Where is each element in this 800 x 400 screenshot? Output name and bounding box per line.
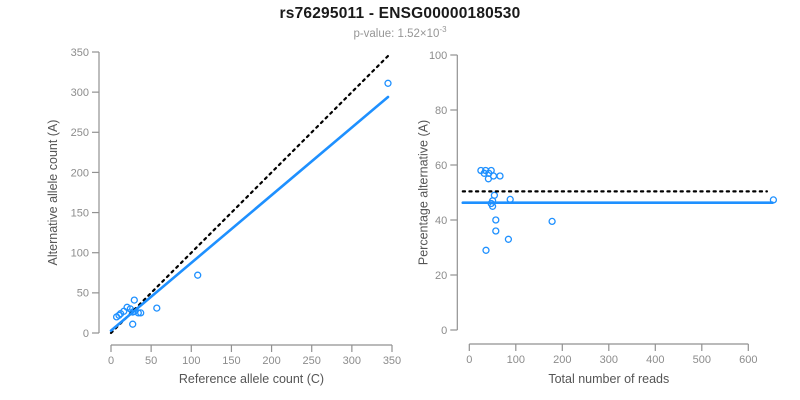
data-point	[129, 320, 137, 328]
data-point	[194, 271, 202, 279]
fit-line	[109, 95, 390, 332]
y-tick-label: 80	[435, 105, 447, 117]
y-tick-label: 250	[71, 127, 89, 139]
y-tick-label: 60	[435, 160, 447, 172]
y-axis-title: Percentage alternative (A)	[417, 120, 431, 265]
pvalue-exponent: -3	[439, 25, 447, 34]
y-tick-label: 20	[435, 270, 447, 282]
y-tick-label: 40	[435, 215, 447, 227]
x-tick-label: 200	[262, 355, 280, 367]
x-axis-title: Total number of reads	[548, 372, 669, 386]
data-point	[134, 309, 142, 317]
figure-subtitle: p-value: 1.52×10-3	[0, 25, 800, 40]
x-tick-label: 600	[739, 354, 757, 366]
x-tick-label: 150	[222, 355, 240, 367]
y-tick-label: 0	[83, 328, 89, 340]
data-point	[492, 216, 500, 224]
x-axis-title: Reference allele count (C)	[179, 372, 324, 386]
data-point	[496, 172, 504, 180]
y-axis-title: Alternative allele count (A)	[46, 120, 60, 266]
data-point	[504, 235, 513, 243]
y-tick-label: 100	[71, 248, 89, 260]
x-tick-label: 400	[646, 354, 664, 366]
data-point	[137, 309, 145, 317]
x-tick-label: 0	[108, 355, 114, 367]
x-tick-label: 100	[507, 354, 525, 366]
y-tick-label: 300	[71, 87, 89, 99]
data-point	[489, 172, 498, 180]
y-tick-label: 350	[71, 47, 89, 59]
data-point	[482, 246, 490, 254]
x-tick-label: 50	[145, 355, 157, 367]
x-tick-label: 500	[693, 354, 711, 366]
pvalue-text: p-value: 1.52×10	[353, 27, 440, 40]
data-point	[130, 296, 138, 304]
data-point	[384, 79, 392, 87]
data-point	[153, 304, 161, 312]
y-tick-label: 150	[71, 207, 89, 219]
data-point	[115, 311, 123, 319]
x-tick-label: 300	[600, 354, 618, 366]
y-tick-label: 0	[441, 325, 447, 337]
x-tick-label: 100	[182, 355, 200, 367]
x-tick-label: 200	[553, 354, 571, 366]
identity-line	[109, 54, 390, 335]
data-point	[548, 217, 556, 226]
x-tick-label: 350	[383, 355, 401, 367]
x-tick-label: 0	[466, 354, 472, 366]
y-tick-label: 100	[429, 50, 447, 62]
x-tick-label: 250	[303, 355, 321, 367]
figure-title: rs76295011 - ENSG00000180530	[279, 5, 521, 22]
data-point	[492, 227, 500, 235]
y-tick-label: 200	[71, 167, 89, 179]
y-tick-label: 50	[77, 288, 89, 300]
x-tick-label: 300	[343, 355, 361, 367]
